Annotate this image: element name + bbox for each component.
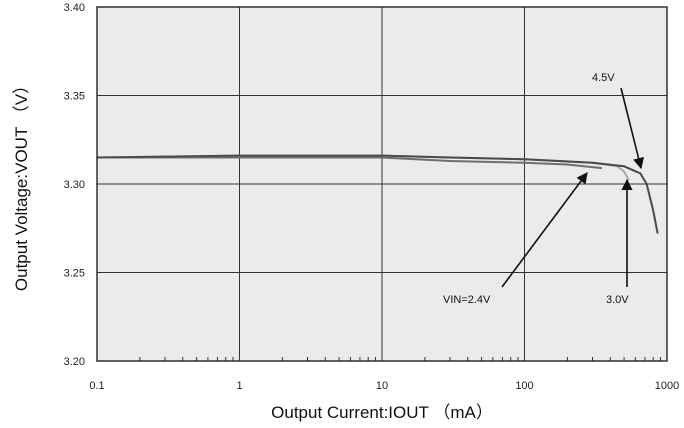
x-tick-label: 10	[376, 380, 388, 392]
arrow-vin-2-4v	[501, 172, 588, 288]
annotation-vin-2-4v: VIN=2.4V	[443, 294, 491, 306]
y-tick-label: 3.40	[64, 2, 85, 14]
x-tick-label: 1	[236, 380, 242, 392]
x-tick-label: 100	[515, 380, 533, 392]
x-tick-label: 0.1	[89, 380, 104, 392]
annotation-4-5v: 4.5V	[592, 72, 615, 84]
x-tick-labels: 0.1 1 10 100 1000	[89, 380, 679, 392]
arrow-4-5v	[620, 87, 644, 170]
plot-frame	[96, 6, 668, 362]
grid-lines	[97, 7, 667, 361]
y-tick-label: 3.25	[64, 268, 85, 280]
y-tick-label: 3.35	[64, 91, 85, 103]
series-line	[97, 156, 603, 170]
annotation-3-0v: 3.0V	[606, 294, 629, 306]
y-axis-label: Output Voltage:VOUT （V）	[12, 77, 31, 291]
y-tick-labels: 3.20 3.25 3.30 3.35 3.40	[64, 2, 85, 368]
y-tick-label: 3.30	[64, 179, 85, 191]
x-axis-label: Output Current:IOUT （mA）	[271, 403, 493, 422]
series-line	[96, 154, 659, 234]
y-tick-label: 3.20	[64, 356, 85, 368]
series-lines	[96, 154, 659, 234]
x-tick-label: 1000	[655, 380, 679, 392]
